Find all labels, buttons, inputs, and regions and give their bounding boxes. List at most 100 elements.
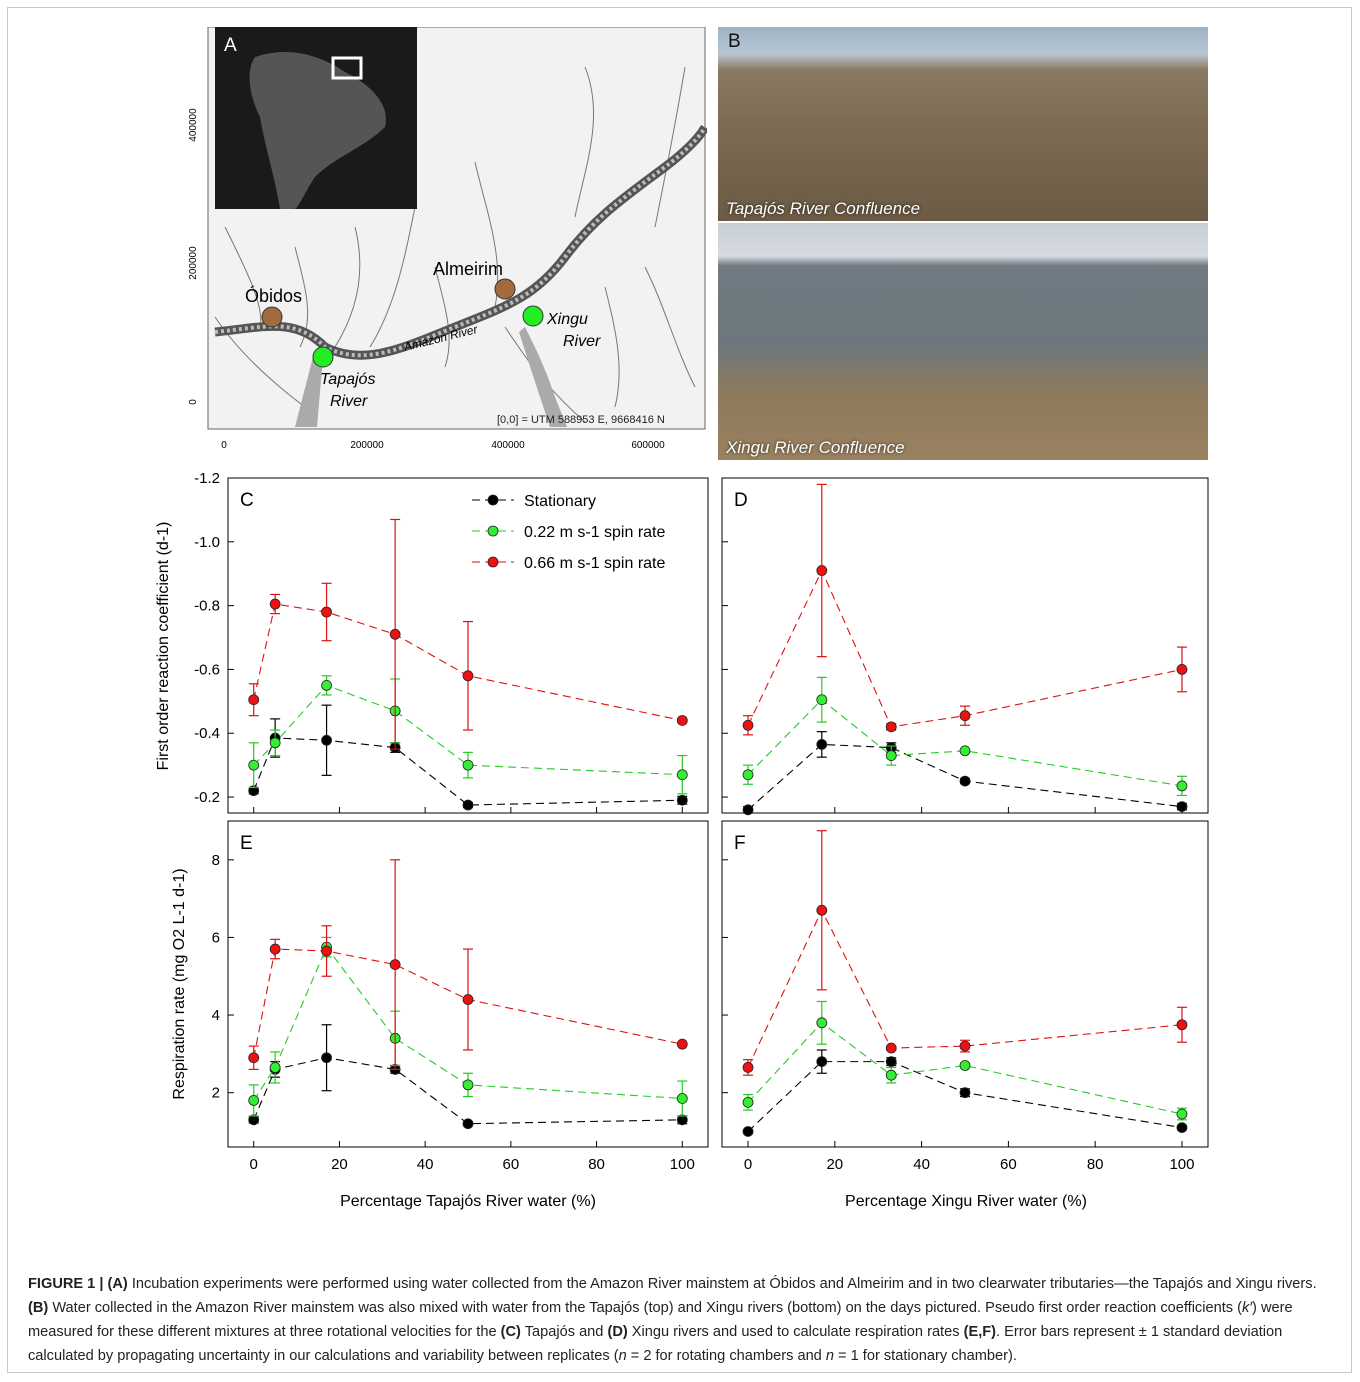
y-tick-label: -0.4	[194, 725, 220, 742]
caption-n2: n	[825, 1348, 834, 1364]
site-obidos-marker	[261, 306, 283, 328]
x-tick-label: 80	[1087, 1156, 1104, 1173]
data-point	[1176, 1108, 1188, 1120]
data-point	[959, 710, 971, 722]
site-xingu-label: Xingu	[546, 311, 588, 328]
figure-caption: FIGURE 1 | (A) Incubation experiments we…	[28, 1272, 1333, 1368]
map-xtick-3: 600000	[631, 440, 665, 451]
data-point	[1176, 801, 1188, 813]
map-axes: 400000 200000 0 0 200000 400000 600000	[188, 108, 665, 451]
data-point	[1176, 780, 1188, 792]
map-panel: A Óbidos Almeirim Tapajós River Xingu Ri…	[185, 26, 710, 432]
y-tick-label: -0.8	[194, 598, 220, 615]
caption-text-a: Incubation experiments were performed us…	[127, 1276, 1317, 1292]
caption-text-b: Water collected in the Amazon River main…	[48, 1300, 1242, 1316]
y-tick-label: -0.2	[194, 789, 220, 806]
caption-text-g: = 2 for rotating chambers and	[626, 1348, 826, 1364]
site-xingu-marker	[522, 305, 544, 327]
caption-c: (C)	[500, 1324, 521, 1340]
data-point	[816, 1056, 828, 1068]
data-point	[742, 1096, 754, 1108]
legend-label: 0.22 m s-1 spin rate	[524, 524, 666, 541]
caption-ef: (E,F)	[963, 1324, 997, 1340]
data-point	[816, 904, 828, 916]
caption-k: k′	[1241, 1300, 1253, 1316]
x-tick-label: 100	[1169, 1156, 1194, 1173]
data-point	[885, 1056, 897, 1068]
data-point	[959, 1087, 971, 1099]
y-tick-label: 4	[212, 1007, 220, 1024]
map-origin-note: [0,0] = UTM 588953 E, 9668416 N	[497, 414, 665, 426]
x-tick-label: 80	[588, 1156, 605, 1173]
series-line-0	[747, 743, 1183, 811]
data-point	[676, 715, 688, 726]
series-line-2	[253, 948, 683, 1058]
ylabel-respiration-rate: Respiration rate (mg O2 L-1 d-1)	[171, 868, 188, 1099]
data-point	[269, 943, 281, 955]
data-point	[816, 565, 828, 576]
chart-panel-d: D	[721, 477, 1209, 816]
data-point	[885, 750, 897, 761]
site-obidos-label: Óbidos	[245, 285, 302, 306]
site-xingu-label-2: River	[563, 333, 601, 350]
data-point	[816, 739, 828, 750]
map-xtick-0: 0	[221, 440, 227, 451]
data-point	[676, 794, 688, 806]
y-tick-label: -0.6	[194, 661, 220, 678]
data-point	[885, 1042, 897, 1054]
tapajos-river-shape	[295, 357, 323, 427]
data-point	[959, 1060, 971, 1071]
x-tick-label: 20	[826, 1156, 843, 1173]
data-point	[959, 775, 971, 787]
series-line-2	[253, 603, 683, 722]
chart-panel-f: F 0 20 40 60 80 100	[721, 820, 1209, 1173]
data-point	[885, 1069, 897, 1081]
site-almeirim-marker	[494, 278, 516, 300]
x-tick-label: 0	[250, 1156, 258, 1173]
caption-b: (B)	[28, 1300, 49, 1316]
map-xtick-2: 400000	[491, 440, 525, 451]
caption-text-h: = 1 for stationary chamber).	[833, 1348, 1017, 1364]
chart-panel-label: C	[240, 490, 254, 511]
xlabel-tapajos: Percentage Tapajós River water (%)	[340, 1193, 596, 1210]
legend-label: 0.66 m s-1 spin rate	[524, 555, 666, 572]
data-point	[676, 1038, 688, 1050]
legend-marker	[487, 525, 499, 537]
data-point	[1176, 1019, 1188, 1031]
chart-panel-label: E	[240, 833, 253, 854]
data-point	[269, 1062, 281, 1073]
chart-frame	[721, 477, 1209, 814]
site-tapajos-label-2: River	[330, 393, 368, 410]
photo-xingu-caption: Xingu River Confluence	[726, 438, 905, 457]
data-point	[321, 679, 332, 691]
series-line-0	[253, 1057, 683, 1125]
caption-text-d: Tapajós and	[520, 1324, 608, 1340]
map-ytick-1: 200000	[188, 246, 199, 280]
data-point	[885, 721, 897, 733]
chart-panel-label: D	[734, 490, 748, 511]
xingu-river-shape	[519, 327, 567, 427]
data-point	[742, 719, 754, 731]
inset-continent	[249, 52, 386, 209]
y-tick-label: -1.2	[194, 470, 220, 487]
data-point	[816, 1017, 828, 1029]
y-tick-label: -1.0	[194, 534, 220, 551]
ylabel-reaction-coefficient: First order reaction coefficient (d-1)	[155, 522, 172, 771]
data-point	[248, 1095, 260, 1106]
photo-tapajos-caption: Tapajós River Confluence	[726, 199, 921, 218]
data-point	[742, 769, 754, 781]
map-svg: A Óbidos Almeirim Tapajós River Xingu Ri…	[185, 26, 710, 430]
y-tick-label: 6	[212, 929, 220, 946]
x-tick-label: 100	[670, 1156, 695, 1173]
x-tick-label: 20	[331, 1156, 348, 1173]
photo-xingu: Xingu River Confluence	[718, 223, 1208, 460]
data-point	[248, 694, 260, 706]
data-point	[248, 1052, 260, 1064]
site-almeirim-label: Almeirim	[433, 259, 503, 279]
site-tapajos-marker	[312, 346, 334, 368]
data-point	[462, 759, 474, 771]
amazon-mainstem-hatch	[214, 126, 707, 358]
data-point	[389, 959, 401, 970]
x-tick-label: 60	[1000, 1156, 1017, 1173]
